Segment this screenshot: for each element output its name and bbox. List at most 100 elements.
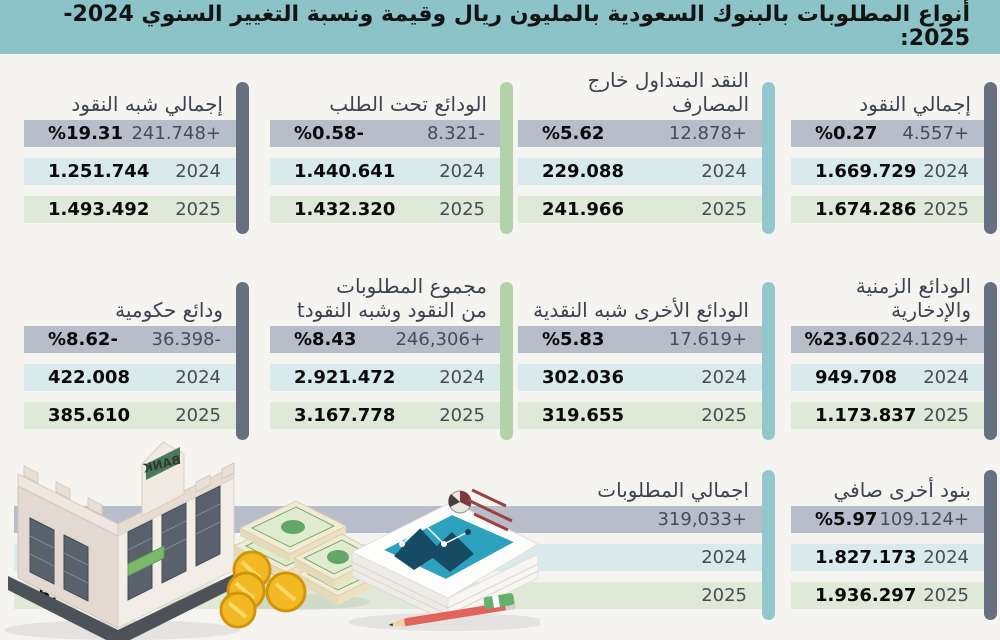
change-value: 241.748+: [131, 123, 221, 144]
card-total-money: إجمالي النقود 4.557+ %0.27 2024 1.669.72…: [777, 76, 997, 234]
change-row: 17.619+ %5.83: [518, 326, 775, 353]
card-accent-bar: [984, 82, 997, 234]
year-label-2025: 2025: [439, 199, 485, 220]
change-percent: %8.62-: [48, 329, 118, 350]
value-2025: 1.432.320: [294, 199, 396, 220]
year-label-2025: 2025: [923, 199, 969, 220]
card-title: بنود أخرى صافي: [833, 478, 971, 502]
card-title: النقد المتداول خارج المصارف: [587, 68, 749, 116]
year-2024-row: 2024 422.008: [24, 364, 249, 391]
card-title: الودائع تحت الطلب: [329, 92, 487, 116]
year-2024-row: 2024 1.827.173: [791, 544, 997, 571]
value-2025: 3.167.778: [294, 405, 396, 426]
card-title: اجمالي المطلوبات: [597, 478, 749, 502]
year-2025-row: 2025 1.173.837: [791, 402, 997, 429]
card-currency-outside-banks: النقد المتداول خارج المصارف 12.878+ %5.6…: [504, 68, 775, 234]
change-value: 12.878+: [668, 123, 747, 144]
change-row: 319,033+ %6.17: [14, 506, 775, 533]
value-2024: 949.708: [815, 367, 897, 388]
year-label-2024: 2024: [439, 367, 485, 388]
year-label-2024: 2024: [923, 367, 969, 388]
title-bar: أنواع المطلوبات بالبنوك السعودية بالمليو…: [0, 0, 1000, 54]
change-value: 246,306+: [395, 329, 485, 350]
card-demand-deposits: الودائع تحت الطلب 8.321- %0.58- 2024 1.4…: [256, 76, 513, 234]
value-2024: 1.251.744: [48, 161, 150, 182]
change-value: 36.398-: [151, 329, 221, 350]
value-2025: 319.655: [542, 405, 624, 426]
change-row: 4.557+ %0.27: [791, 120, 997, 147]
change-percent: %5.62: [542, 123, 605, 144]
change-percent: %0.58-: [294, 123, 364, 144]
change-percent: %8.43: [294, 329, 357, 350]
year-2025-row: 2025 3.167.778: [270, 402, 513, 429]
year-label-2025: 2025: [175, 405, 221, 426]
year-label-2024: 2024: [701, 547, 747, 568]
change-row: 12.878+ %5.62: [518, 120, 775, 147]
value-2024: 422.008: [48, 367, 130, 388]
value-2025: 1.936.297: [815, 585, 917, 606]
year-label-2025: 2025: [701, 585, 747, 606]
change-value: 4.557+: [902, 123, 969, 144]
change-percent: %23.60: [804, 329, 880, 350]
year-2024-row: 2024 1.669.729: [791, 158, 997, 185]
change-value: 8.321-: [426, 123, 485, 144]
year-label-2024: 2024: [923, 547, 969, 568]
card-accent-bar: [500, 282, 513, 440]
card-accent-bar: [984, 470, 997, 620]
card-accent-bar: [236, 82, 249, 234]
change-percent: %19.31: [48, 123, 123, 144]
card-title: الودائع الأخرى شبه النقدية: [533, 298, 749, 322]
year-label-2025: 2025: [923, 405, 969, 426]
change-value: 17.619+: [668, 329, 747, 350]
card-total-quasi-money: إجمالي شبه النقود 241.748+ %19.31 2024 1…: [10, 76, 249, 234]
page-title: أنواع المطلوبات بالبنوك السعودية بالمليو…: [63, 1, 970, 51]
card-accent-bar: [762, 282, 775, 440]
year-label-2025: 2025: [701, 405, 747, 426]
change-value: 319,033+: [657, 509, 747, 530]
year-label-2025: 2025: [175, 199, 221, 220]
card-other-quasi-cash-deposits: الودائع الأخرى شبه النقدية 17.619+ %5.83…: [504, 260, 775, 440]
year-label-2024: 2024: [701, 161, 747, 182]
change-row: 109.124+ %5.97: [791, 506, 997, 533]
card-title: إجمالي شبه النقود: [71, 92, 223, 116]
year-2024-row: 2024 2.921.472: [270, 364, 513, 391]
change-percent: %5.97: [815, 509, 878, 530]
year-2024-row: 2024 5,170,653: [14, 544, 775, 571]
year-2025-row: 2025 385.610: [24, 402, 249, 429]
change-percent: %0.27: [815, 123, 878, 144]
year-label-2024: 2024: [175, 367, 221, 388]
year-label-2025: 2025: [439, 405, 485, 426]
change-row: 241.748+ %19.31: [24, 120, 249, 147]
year-2024-row: 2024 1.440.641: [270, 158, 513, 185]
change-row: 36.398- %8.62-: [24, 326, 249, 353]
year-2024-row: 2024 1.251.744: [24, 158, 249, 185]
year-2025-row: 2025 241.966: [518, 196, 775, 223]
year-2025-row: 2025 5,489,686: [14, 582, 775, 609]
year-2024-row: 2024 949.708: [791, 364, 997, 391]
change-percent: %6.17: [38, 509, 101, 530]
change-row: 8.321- %0.58-: [270, 120, 513, 147]
year-label-2025: 2025: [923, 585, 969, 606]
card-title: إجمالي النقود: [859, 92, 971, 116]
card-accent-bar: [236, 282, 249, 440]
year-2024-row: 2024 302.036: [518, 364, 775, 391]
change-row: 246,306+ %8.43: [270, 326, 513, 353]
card-title: الودائع الزمنية والإدخارية: [855, 274, 971, 322]
value-2024: 1.669.729: [815, 161, 917, 182]
card-accent-bar: [762, 82, 775, 234]
card-total-liabilities: اجمالي المطلوبات 319,033+ %6.17 2024 5,1…: [0, 456, 775, 620]
value-2025: 1.674.286: [815, 199, 917, 220]
change-row: 224.129+ %23.60: [791, 326, 997, 353]
value-2024: 5,170,653: [38, 547, 140, 568]
year-label-2024: 2024: [701, 367, 747, 388]
card-title: مجموع المطلوبات من النقود وشبه النقودt: [296, 274, 487, 322]
year-2025-row: 2025 319.655: [518, 402, 775, 429]
year-label-2025: 2025: [701, 199, 747, 220]
change-percent: %5.83: [542, 329, 605, 350]
value-2024: 2.921.472: [294, 367, 396, 388]
year-label-2024: 2024: [175, 161, 221, 182]
card-accent-bar: [984, 282, 997, 440]
year-label-2024: 2024: [923, 161, 969, 182]
